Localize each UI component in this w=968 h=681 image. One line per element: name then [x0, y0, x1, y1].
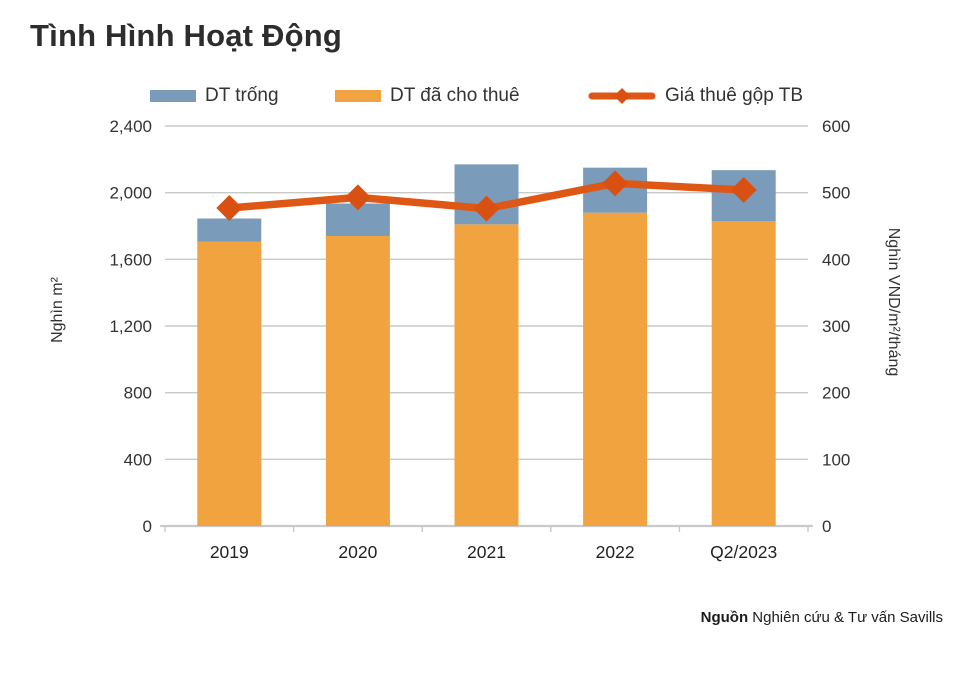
svg-text:400: 400	[822, 250, 850, 269]
legend-label-rent: Giá thuê gộp TB	[665, 85, 804, 106]
legend-item-rent: Giá thuê gộp TB	[588, 83, 803, 109]
svg-text:2,400: 2,400	[109, 117, 152, 136]
svg-text:2022: 2022	[596, 542, 635, 562]
svg-text:Nghìn m²: Nghìn m²	[49, 276, 66, 342]
svg-text:Nghìn VND/m²/tháng: Nghìn VND/m²/tháng	[885, 228, 902, 377]
legend-swatch-vacant-icon	[150, 90, 196, 102]
legend-label-leased: DT đã cho thuê	[390, 85, 520, 106]
svg-text:0: 0	[822, 517, 831, 536]
legend-item-leased: DT đã cho thuê	[335, 83, 520, 109]
svg-text:0: 0	[143, 517, 152, 536]
svg-text:600: 600	[822, 117, 850, 136]
svg-text:2020: 2020	[338, 542, 377, 562]
svg-text:500: 500	[822, 184, 850, 203]
svg-text:300: 300	[822, 317, 850, 336]
source-text: Nghiên cứu & Tư vấn Savills	[748, 609, 943, 626]
svg-text:800: 800	[124, 384, 152, 403]
legend-item-vacant: DT trống	[150, 83, 279, 109]
svg-text:2,000: 2,000	[109, 184, 152, 203]
source-prefix: Nguồn	[700, 609, 749, 626]
source-note: Nguồn Nghiên cứu & Tư vấn Savills	[701, 609, 943, 626]
svg-text:2021: 2021	[467, 542, 506, 562]
svg-text:400: 400	[124, 450, 152, 469]
legend-line-marker-icon	[588, 88, 656, 104]
svg-text:1,200: 1,200	[109, 317, 152, 336]
legend-swatch-leased-icon	[335, 90, 381, 102]
svg-text:100: 100	[822, 450, 850, 469]
svg-text:Q2/2023: Q2/2023	[710, 542, 777, 562]
svg-text:200: 200	[822, 384, 850, 403]
svg-text:1,600: 1,600	[109, 250, 152, 269]
legend-label-vacant: DT trống	[205, 85, 279, 106]
chart-title: Tình Hình Hoạt Động	[30, 18, 343, 53]
svg-text:2019: 2019	[210, 542, 249, 562]
